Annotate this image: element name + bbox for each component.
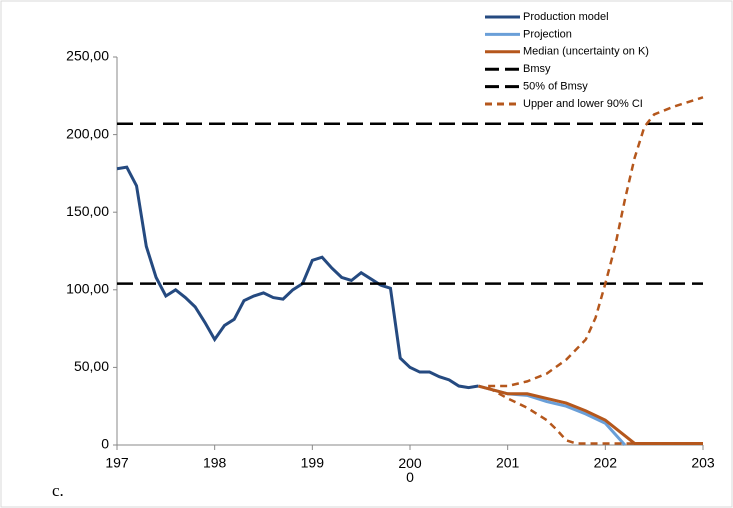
x-tick-label: 198 [203,455,227,471]
x-tick-label: 202 [594,455,618,471]
y-tick-label: 250,00 [66,48,109,64]
y-tick-label: 100,00 [66,281,109,297]
series-line [116,165,479,390]
legend-label: Projection [523,28,572,40]
y-tick-label: 0 [101,436,109,452]
y-tick-label: 50,00 [74,358,109,374]
legend-label: 50% of Bmsy [523,81,588,93]
x-tick-label: 200 0 [398,455,422,485]
x-tick-label: 203 [691,455,715,471]
legend-label: Production model [523,11,609,23]
panel-label: c. [52,481,64,500]
x-tick-label: 199 [301,455,325,471]
series-line [477,384,703,445]
series-line [487,386,703,445]
series-line [488,96,704,388]
y-tick-label: 150,00 [66,203,109,219]
legend-label: Upper and lower 90% CI [523,98,643,110]
x-tick-label: 197 [105,455,129,471]
x-tick-label: 201 [496,455,520,471]
y-tick-label: 200,00 [66,125,109,141]
legend-label: Median (uncertainty on K) [523,46,649,58]
legend-label: Bmsy [523,63,551,75]
